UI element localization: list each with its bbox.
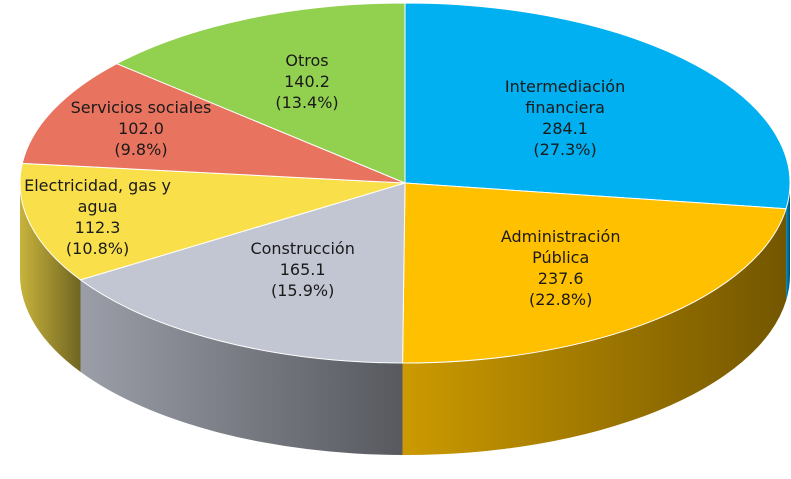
data-label: Construcción 165.1 (15.9%) — [228, 238, 378, 301]
slice-name: Otros — [285, 50, 329, 70]
slice-value: (22.8%) — [529, 289, 593, 309]
slice-name: Intermediación financiera — [504, 77, 626, 118]
slice — [404, 2, 791, 210]
slice-name: Construcción — [250, 239, 355, 259]
slice-value: 284.1 — [542, 119, 588, 139]
slice-value: 140.2 — [284, 71, 330, 91]
slice-value: (10.8%) — [65, 238, 130, 258]
slice-side — [80, 279, 403, 455]
slice-name: Servicios sociales — [70, 97, 212, 117]
data-label: Intermediación financiera 284.1 (27.3%) — [490, 76, 640, 160]
slice-value: (27.3%) — [533, 140, 597, 160]
slice-side — [20, 183, 81, 372]
slice-side — [402, 208, 787, 456]
slice-value: (13.4%) — [275, 92, 339, 112]
data-label: Otros 140.2 (13.4%) — [237, 50, 377, 113]
data-label: Servicios sociales 102.0 (9.8%) — [54, 97, 229, 160]
slice-value: 112.3 — [74, 217, 121, 237]
slice — [21, 63, 406, 184]
slice — [115, 2, 406, 184]
slice — [402, 182, 787, 364]
slice-name: Electricidad, gas y agua — [24, 175, 171, 216]
slice-value: 237.6 — [537, 268, 584, 288]
slice — [79, 182, 406, 364]
slice-value: (15.9%) — [271, 281, 335, 301]
slice-name: Administración Pública — [500, 226, 621, 267]
slice-value: 102.0 — [118, 118, 164, 138]
data-label: Electricidad, gas y agua 112.3 (10.8%) — [23, 175, 173, 259]
slice-value: (9.8%) — [114, 139, 168, 159]
slice — [19, 162, 406, 281]
slice-side — [786, 183, 790, 301]
slice-value: 165.1 — [279, 260, 326, 280]
data-label: Administración Pública 237.6 (22.8%) — [491, 226, 631, 310]
